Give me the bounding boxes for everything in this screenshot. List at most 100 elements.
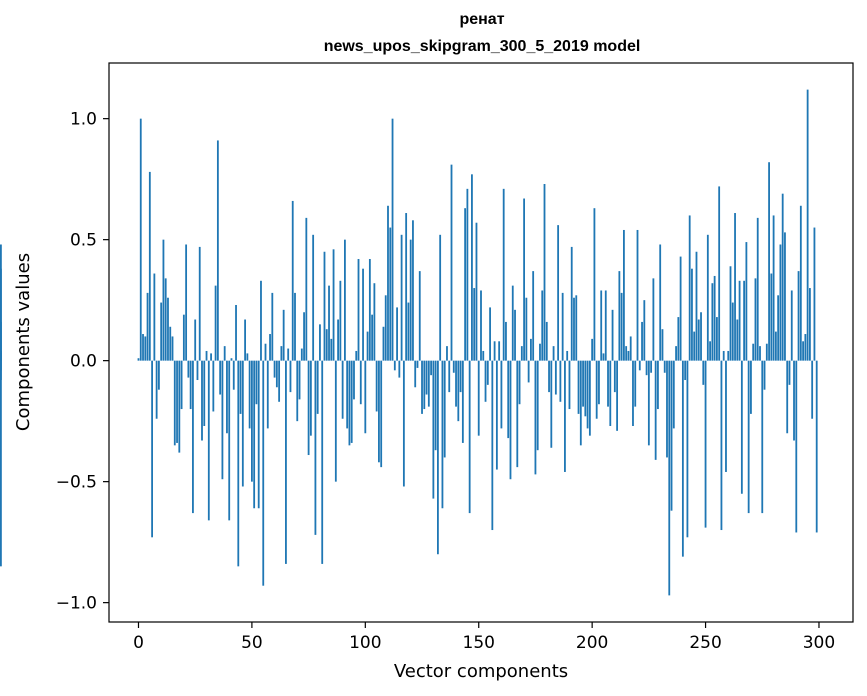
bar	[137, 358, 140, 361]
bar	[813, 227, 816, 361]
bar	[303, 312, 305, 361]
bar	[647, 360, 650, 446]
bar	[815, 360, 818, 533]
bar	[768, 162, 770, 361]
bar	[720, 360, 723, 531]
bar	[804, 334, 807, 361]
bar	[334, 360, 337, 482]
bar	[176, 360, 178, 443]
bar	[323, 251, 326, 361]
bar	[627, 350, 630, 361]
bar	[523, 198, 525, 361]
bar	[756, 217, 759, 361]
bar	[593, 208, 596, 361]
bar	[784, 232, 786, 361]
bar	[353, 360, 355, 400]
bar	[359, 360, 362, 405]
bar	[407, 302, 410, 361]
bar	[319, 324, 321, 361]
bar	[759, 346, 761, 361]
bar	[727, 350, 730, 361]
y-axis-ticks: −1.0 −0.5 0.0 0.5 1.0	[56, 110, 109, 614]
bar	[793, 360, 795, 441]
bar	[559, 360, 562, 402]
bar	[663, 360, 666, 373]
bar	[455, 360, 457, 407]
bar	[747, 360, 750, 514]
bar	[201, 360, 203, 441]
bar	[795, 360, 798, 533]
bar	[273, 360, 276, 378]
bar	[464, 208, 467, 361]
bar	[536, 360, 539, 451]
bar	[772, 215, 775, 361]
y-tick-label: 1.0	[70, 110, 97, 130]
bar	[339, 280, 342, 361]
bar	[262, 360, 265, 586]
bar	[729, 266, 732, 361]
bar	[623, 229, 625, 361]
bar	[595, 360, 598, 419]
bar	[158, 360, 160, 390]
bar	[770, 273, 773, 361]
bar	[341, 360, 344, 419]
bar	[378, 360, 380, 463]
bar	[750, 360, 752, 414]
bar	[162, 239, 165, 361]
bar	[434, 360, 437, 451]
bar	[797, 271, 800, 361]
bar	[545, 321, 548, 361]
bar	[400, 234, 403, 361]
bar	[718, 186, 721, 361]
bar	[205, 350, 208, 361]
bar	[790, 290, 793, 361]
bar	[625, 346, 628, 361]
bar	[788, 360, 791, 385]
bar	[423, 360, 426, 410]
bar	[203, 360, 206, 426]
bar	[811, 360, 814, 419]
bar	[514, 309, 516, 361]
bar	[473, 288, 476, 361]
bar	[384, 295, 387, 361]
bar	[477, 360, 480, 436]
bar	[743, 280, 746, 361]
bar	[239, 360, 242, 414]
bar	[761, 360, 764, 514]
bar	[210, 353, 212, 361]
bar	[275, 360, 278, 388]
bar	[391, 118, 394, 361]
bar	[484, 360, 487, 402]
bar	[230, 358, 233, 361]
bar	[180, 360, 183, 410]
bar	[693, 331, 696, 361]
bar	[704, 360, 707, 528]
x-tick-label: 50	[241, 633, 263, 653]
bar	[257, 360, 260, 509]
bar	[582, 360, 584, 407]
bar	[534, 360, 537, 475]
bar	[402, 360, 405, 487]
bar	[539, 343, 541, 361]
bar	[688, 215, 691, 361]
bar	[461, 360, 464, 443]
bar	[604, 290, 607, 361]
bar	[171, 336, 174, 361]
bar	[237, 360, 240, 567]
bar	[466, 188, 469, 361]
bar	[566, 350, 569, 361]
bar	[198, 246, 201, 361]
bar	[765, 343, 768, 361]
bar	[232, 360, 235, 390]
bar	[584, 360, 587, 417]
bar	[332, 249, 335, 361]
x-tick-label: 250	[689, 633, 721, 653]
bar	[532, 271, 535, 361]
bar	[736, 319, 739, 361]
bar	[675, 346, 677, 361]
bar	[278, 360, 281, 402]
y-tick-label: 0.0	[70, 352, 97, 372]
bar	[602, 353, 605, 361]
bar	[0, 321, 2, 361]
bar	[294, 292, 296, 361]
